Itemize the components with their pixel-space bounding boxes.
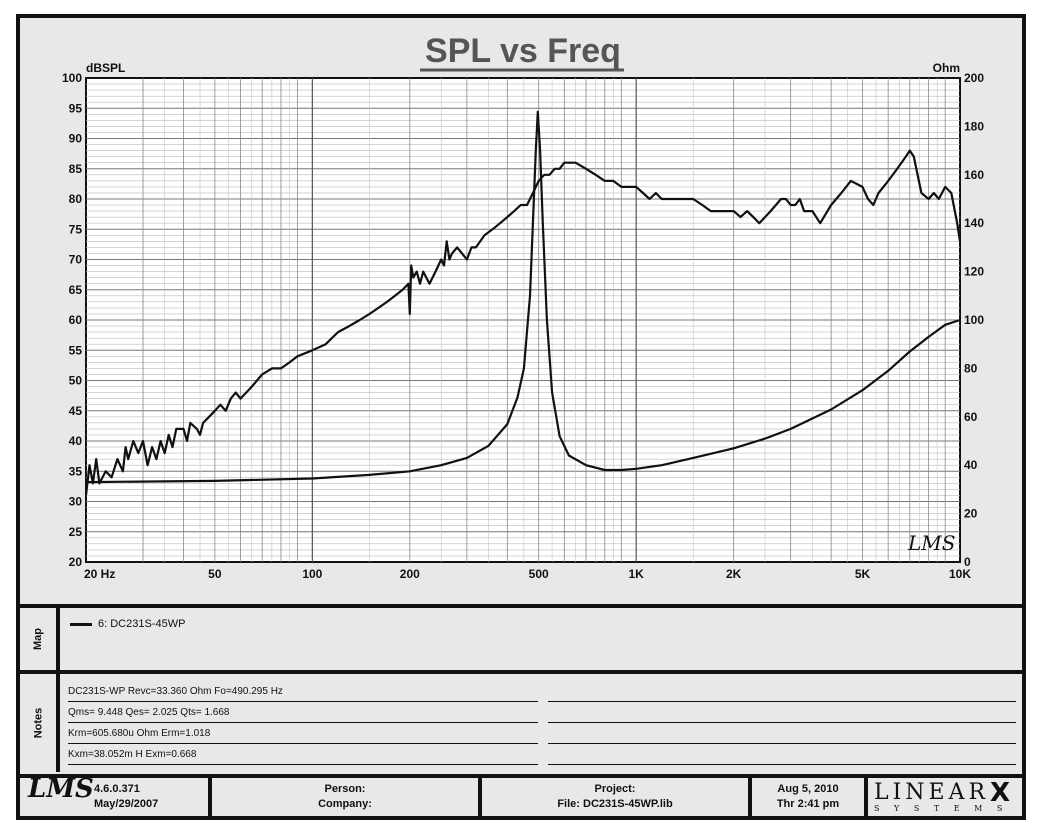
note-line-3: Krm=605.680u Ohm Erm=1.018 <box>68 724 538 744</box>
footer-divider-3 <box>748 778 752 816</box>
grid <box>86 78 960 562</box>
series-layer <box>84 110 962 496</box>
note-blank-4 <box>548 745 1016 765</box>
y-right-tick-label: 80 <box>964 361 978 375</box>
note-blank-1 <box>548 682 1016 702</box>
y-right-tick-label: 60 <box>964 410 978 424</box>
y-left-ticks: 100 95 90 85 80 75 70 65 60 55 50 45 40 35 30 25 20 <box>62 71 82 569</box>
x-ticks: 20 Hz 50 100 200 500 1K 2K 5K 10K <box>84 567 971 581</box>
x-tick-label: 50 <box>208 567 222 581</box>
y-left-tick-label: 90 <box>69 132 83 146</box>
footer-person: Person: Company: <box>212 782 478 812</box>
footer-project: Project: File: DC231S-45WP.lib <box>482 782 748 812</box>
y-left-tick-label: 100 <box>62 71 82 85</box>
footer-lms-logo: LMS <box>28 774 94 804</box>
legend: 6: DC231S-45WP <box>70 618 185 630</box>
x-tick-label: 2K <box>726 567 742 581</box>
lms-watermark: LMS <box>907 531 955 555</box>
notes-footer-separator <box>20 774 1022 778</box>
map-divider <box>56 608 60 670</box>
footer-date: Aug 5, 2010 <box>777 783 839 795</box>
spl-curve <box>84 149 962 496</box>
y-left-tick-label: 20 <box>69 555 83 569</box>
project-label: Project: <box>594 783 636 795</box>
x-tick-label: 100 <box>302 567 322 581</box>
y-right-tick-label: 20 <box>964 507 978 521</box>
x-tick-label: 5K <box>855 567 871 581</box>
project-file: File: DC231S-45WP.lib <box>557 798 673 810</box>
x-tick-label: 10K <box>949 567 971 581</box>
map-label-text: Map <box>32 628 44 650</box>
linearx-brand: LINEAR X S Y S T E M S <box>868 778 1022 816</box>
y-right-unit: Ohm <box>933 61 960 75</box>
y-right-tick-label: 160 <box>964 168 984 182</box>
y-left-tick-label: 75 <box>69 222 83 236</box>
y-right-tick-label: 40 <box>964 458 978 472</box>
y-right-tick-label: 120 <box>964 265 984 279</box>
notes-divider <box>56 674 60 772</box>
y-left-tick-label: 95 <box>69 101 83 115</box>
chart-title: SPL vs Freq <box>425 32 621 70</box>
map-notes-separator <box>20 670 1022 674</box>
impedance-curve <box>85 110 961 484</box>
x-tick-label: 1K <box>629 567 645 581</box>
y-left-tick-label: 45 <box>69 404 83 418</box>
brand-main: LINEAR <box>874 780 990 805</box>
brand-sub: S Y S T E M S <box>874 804 1009 813</box>
brand-x: X <box>990 778 1011 808</box>
legend-swatch <box>70 622 92 626</box>
footer-datetime: Aug 5, 2010 Thr 2:41 pm <box>752 782 864 812</box>
note-blank-3 <box>548 724 1016 744</box>
version-date: May/29/2007 <box>94 798 159 810</box>
spl-chart: SPL vs Freq 100 95 90 85 80 75 70 65 60 55 50 45 40 3… <box>62 32 984 581</box>
note-blank-2 <box>548 703 1016 723</box>
y-right-tick-label: 140 <box>964 216 984 230</box>
report-frame: SPL vs Freq 100 95 90 85 80 75 70 65 60 55 50 45 40 3… <box>16 14 1026 820</box>
notes-side-label: Notes <box>20 674 56 772</box>
footer-version: 4.6.0.371 May/29/2007 <box>94 782 158 812</box>
y-left-unit: dBSPL <box>86 61 125 75</box>
y-right-tick-label: 180 <box>964 119 984 133</box>
y-left-tick-label: 50 <box>69 374 83 388</box>
y-left-tick-label: 40 <box>69 434 83 448</box>
legend-label: 6: DC231S-45WP <box>98 618 186 630</box>
y-left-tick-label: 35 <box>69 464 83 478</box>
note-line-1: DC231S-WP Revc=33.360 Ohm Fo=490.295 Hz <box>68 682 538 702</box>
footer-time: Thr 2:41 pm <box>776 798 840 810</box>
note-line-4: Kxm=38.052m H Exm=0.668 <box>68 745 538 765</box>
footer-divider-1 <box>208 778 212 816</box>
footer-divider-2 <box>478 778 482 816</box>
x-tick-label: 20 Hz <box>84 567 115 581</box>
map-side-label: Map <box>20 608 56 670</box>
y-left-tick-label: 85 <box>69 162 83 176</box>
y-left-tick-label: 60 <box>69 313 83 327</box>
y-left-tick-label: 65 <box>69 283 83 297</box>
y-left-tick-label: 30 <box>69 495 83 509</box>
footer-divider-4 <box>864 778 868 816</box>
y-right-tick-label: 100 <box>964 313 984 327</box>
x-tick-label: 500 <box>529 567 549 581</box>
person-label: Person: <box>324 783 366 795</box>
x-tick-label: 200 <box>400 567 420 581</box>
company-label: Company: <box>318 798 372 810</box>
y-left-tick-label: 55 <box>69 343 83 357</box>
y-right-tick-label: 200 <box>964 71 984 85</box>
chart-map-separator <box>20 604 1022 608</box>
note-line-2: Qms= 9.448 Qes= 2.025 Qts= 1.668 <box>68 703 538 723</box>
y-left-tick-label: 80 <box>69 192 83 206</box>
version-number: 4.6.0.371 <box>94 783 140 795</box>
y-left-tick-label: 25 <box>69 525 83 539</box>
y-left-tick-label: 70 <box>69 253 83 267</box>
notes-label-text: Notes <box>32 707 44 739</box>
y-right-tick-label: 0 <box>964 555 971 569</box>
